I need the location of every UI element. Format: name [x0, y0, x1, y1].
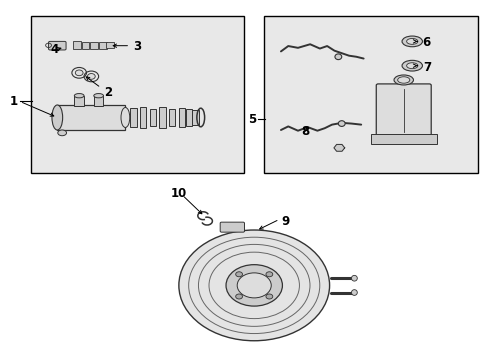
Text: 3: 3: [133, 40, 142, 53]
Bar: [192, 111, 199, 125]
Bar: [264, 16, 477, 173]
Bar: [130, 108, 136, 127]
Circle shape: [225, 265, 282, 306]
Bar: [179, 108, 185, 127]
Bar: [370, 134, 436, 144]
Bar: [99, 42, 107, 49]
Bar: [140, 107, 146, 128]
Bar: [94, 96, 103, 106]
Ellipse shape: [338, 121, 345, 126]
Text: 8: 8: [301, 125, 309, 138]
Text: 10: 10: [170, 187, 186, 200]
Bar: [149, 109, 156, 126]
Polygon shape: [333, 144, 344, 151]
Bar: [186, 109, 192, 126]
FancyBboxPatch shape: [220, 222, 244, 232]
Bar: [74, 96, 84, 106]
Bar: [106, 42, 114, 48]
Text: 4: 4: [51, 43, 59, 56]
Text: 6: 6: [422, 36, 430, 49]
Circle shape: [265, 294, 272, 299]
Ellipse shape: [401, 36, 422, 47]
Ellipse shape: [397, 77, 409, 83]
Circle shape: [179, 230, 329, 341]
Circle shape: [235, 272, 242, 277]
Ellipse shape: [334, 54, 341, 60]
Bar: [169, 109, 175, 126]
Text: 1: 1: [9, 95, 18, 108]
Ellipse shape: [406, 39, 417, 44]
Ellipse shape: [351, 290, 357, 296]
Text: 5: 5: [247, 113, 255, 126]
FancyBboxPatch shape: [48, 41, 66, 50]
Text: 2: 2: [104, 86, 112, 99]
Ellipse shape: [74, 94, 84, 98]
Ellipse shape: [87, 73, 95, 79]
Text: 7: 7: [422, 61, 430, 74]
Ellipse shape: [393, 75, 413, 85]
Ellipse shape: [94, 94, 103, 98]
Bar: [81, 42, 89, 49]
Ellipse shape: [75, 70, 83, 76]
FancyBboxPatch shape: [375, 84, 430, 137]
Ellipse shape: [401, 60, 422, 71]
Ellipse shape: [406, 63, 417, 69]
Text: 9: 9: [281, 215, 289, 228]
Bar: [73, 41, 81, 49]
Circle shape: [237, 273, 271, 298]
Bar: [30, 16, 244, 173]
Bar: [159, 107, 165, 128]
Bar: [90, 42, 98, 49]
Ellipse shape: [52, 105, 62, 130]
Ellipse shape: [121, 108, 129, 127]
Circle shape: [265, 272, 272, 277]
Bar: [57, 105, 125, 130]
Circle shape: [235, 294, 242, 299]
Ellipse shape: [58, 130, 66, 136]
Ellipse shape: [351, 275, 357, 281]
